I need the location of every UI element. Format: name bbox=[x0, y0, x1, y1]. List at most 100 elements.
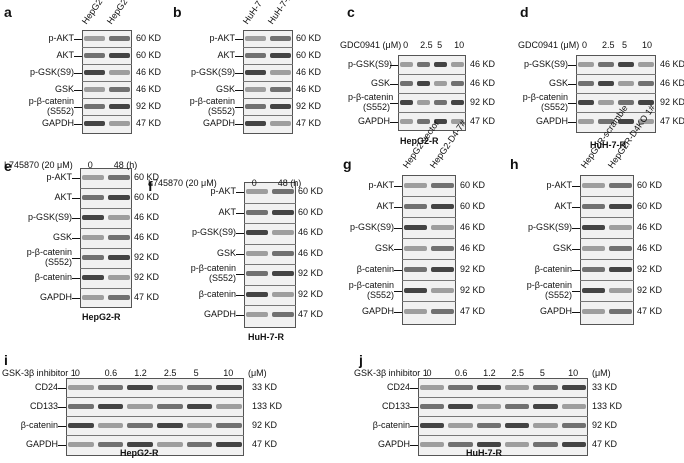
kd-label: 60 KD bbox=[136, 32, 162, 43]
row-arrow bbox=[410, 387, 418, 389]
row-arrow bbox=[74, 106, 82, 108]
row-arrow bbox=[410, 425, 418, 427]
row-separator bbox=[402, 217, 456, 218]
row-arrow bbox=[236, 233, 244, 235]
protein-band bbox=[404, 182, 427, 188]
treatment-header: L745870 (20 μM) bbox=[4, 160, 73, 170]
row-arrow bbox=[58, 406, 66, 408]
dose-label: 5 bbox=[437, 40, 443, 50]
protein-band bbox=[97, 441, 124, 447]
row-separator bbox=[402, 301, 456, 302]
row-separator bbox=[244, 223, 296, 224]
protein-band bbox=[108, 195, 130, 200]
kd-label: 33 KD bbox=[252, 381, 278, 392]
protein-band bbox=[272, 250, 294, 256]
protein-band bbox=[505, 384, 530, 390]
row-separator bbox=[82, 47, 132, 48]
row-arrow bbox=[410, 444, 418, 446]
protein-band bbox=[561, 384, 586, 390]
protein-band bbox=[578, 80, 594, 86]
protein-band bbox=[400, 61, 413, 67]
row-separator bbox=[244, 202, 296, 204]
kd-label: 47 KD bbox=[637, 305, 663, 316]
kd-label: 46 KD bbox=[134, 212, 160, 222]
kd-label: 46 KD bbox=[136, 66, 162, 77]
protein-band bbox=[609, 308, 632, 314]
row-label: GAPDH bbox=[357, 115, 390, 126]
protein-band bbox=[404, 224, 427, 230]
protein-band bbox=[400, 99, 413, 105]
protein-band bbox=[272, 291, 294, 297]
protein-band bbox=[561, 441, 586, 447]
dose-label: 0 bbox=[74, 368, 80, 378]
protein-band bbox=[108, 275, 130, 280]
kd-label: 133 KD bbox=[592, 400, 623, 411]
kd-label: 92 KD bbox=[660, 96, 684, 107]
row-label: GAPDH bbox=[202, 117, 235, 128]
panel-label: e bbox=[4, 158, 12, 174]
row-label: GAPDH bbox=[39, 292, 72, 302]
protein-band bbox=[186, 441, 213, 447]
protein-band bbox=[82, 215, 104, 220]
row-label: p-β-catenin (S552) bbox=[190, 263, 236, 284]
dose-label: 0 bbox=[426, 368, 432, 378]
kd-label: 92 KD bbox=[460, 284, 486, 295]
kd-label: 47 KD bbox=[252, 438, 278, 449]
row-label: p-β-catenin (S552) bbox=[348, 279, 394, 300]
row-separator bbox=[398, 74, 466, 75]
row-label: β-catenin bbox=[356, 263, 394, 274]
dose-label: 0.6 bbox=[454, 368, 468, 378]
kd-label: 60 KD bbox=[134, 172, 160, 182]
row-label: p-β-catenin (S552) bbox=[348, 91, 394, 112]
kd-label: 47 KD bbox=[136, 117, 162, 128]
protein-band bbox=[270, 103, 291, 109]
cell-line-caption: HuH-7-R bbox=[466, 448, 502, 458]
protein-band bbox=[68, 422, 94, 428]
row-label: p-AKT bbox=[46, 172, 72, 182]
protein-band bbox=[420, 403, 445, 409]
kd-label: 46 KD bbox=[470, 77, 496, 88]
row-label: GAPDH bbox=[361, 305, 394, 316]
protein-band bbox=[417, 99, 430, 105]
protein-band bbox=[582, 245, 605, 251]
dose-label: 2.5 bbox=[163, 368, 177, 378]
row-label: β-catenin bbox=[372, 419, 410, 430]
kd-label: 46 KD bbox=[296, 83, 322, 94]
row-arrow bbox=[572, 185, 580, 187]
protein-band bbox=[561, 422, 586, 428]
protein-band bbox=[434, 118, 447, 124]
protein-band bbox=[561, 403, 586, 409]
protein-band bbox=[157, 384, 183, 390]
protein-band bbox=[97, 403, 124, 409]
protein-band bbox=[216, 422, 242, 428]
protein-band bbox=[448, 384, 473, 390]
kd-label: 92 KD bbox=[136, 100, 162, 111]
protein-band bbox=[246, 291, 268, 297]
row-label: GSK bbox=[216, 247, 236, 258]
dose-label: 0 bbox=[582, 40, 588, 50]
row-arrow bbox=[394, 248, 402, 250]
protein-band bbox=[434, 80, 447, 86]
row-label: GSK bbox=[54, 83, 74, 94]
kd-label: 46 KD bbox=[470, 58, 496, 69]
kd-label: 46 KD bbox=[637, 221, 663, 232]
dose-label: 2.5 bbox=[602, 40, 615, 50]
protein-band bbox=[505, 403, 530, 409]
row-separator bbox=[398, 112, 466, 113]
panel-label: c bbox=[347, 4, 355, 20]
dose-label: 10 bbox=[454, 40, 465, 50]
row-label: p-AKT bbox=[546, 179, 572, 190]
panel-label: h bbox=[510, 156, 519, 172]
row-label: AKT bbox=[56, 49, 74, 60]
protein-band bbox=[417, 118, 430, 124]
row-separator bbox=[80, 208, 132, 209]
protein-band bbox=[618, 99, 634, 105]
dose-label: 1.2 bbox=[134, 368, 147, 378]
protein-band bbox=[270, 120, 291, 126]
cell-line-caption: HepG2-R bbox=[120, 448, 159, 458]
protein-band bbox=[84, 69, 105, 75]
row-separator bbox=[576, 74, 656, 75]
protein-band bbox=[245, 103, 266, 109]
protein-band bbox=[417, 61, 430, 67]
row-arrow bbox=[58, 425, 66, 427]
